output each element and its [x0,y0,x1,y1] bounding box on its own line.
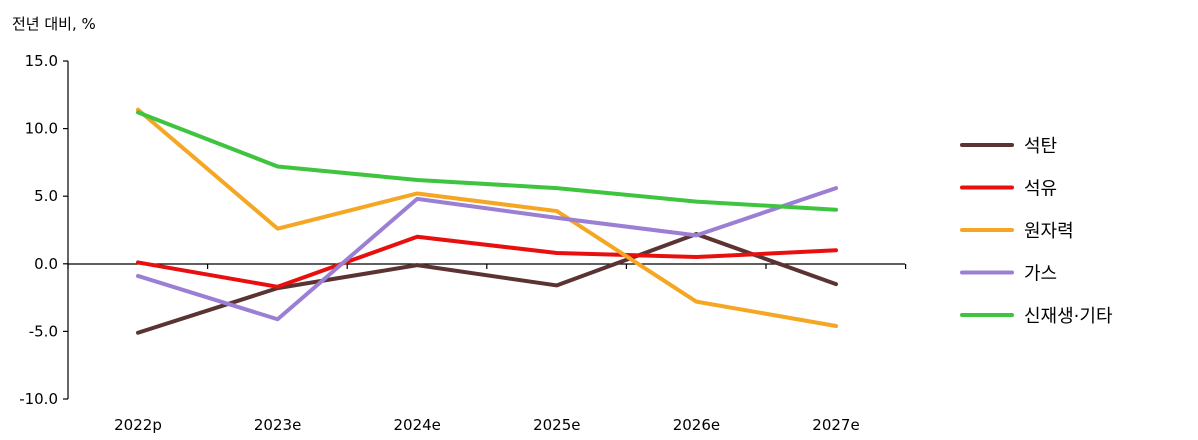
legend-item: 신재생·기타 [960,306,1113,327]
legend-label: 신재생·기타 [1024,306,1113,327]
legend-item: 석탄 [960,136,1057,157]
axes: 15.0 10.0 5.0 0.0 -5.0 -10.0 2022p 2023e 2024e 20… [19,52,907,434]
y-tick-label: 0.0 [34,255,58,273]
y-tick-label: -5.0 [29,322,58,340]
x-tick-label: 2024e [393,416,440,434]
legend-item: 원자력 [960,221,1074,242]
series-lines [136,107,838,335]
series-line-5 [136,110,838,212]
x-tick-label: 2022p [114,416,162,434]
y-axis-title: 전년 대비, % [12,15,96,33]
series-line-1 [136,232,838,335]
legend-label: 원자력 [1024,221,1074,242]
x-tick-label: 2025e [533,416,580,434]
y-tick-label: 10.0 [25,120,58,138]
legend-label: 석탄 [1024,136,1057,157]
series-line-3 [136,107,838,328]
x-tick-label: 2026e [673,416,720,434]
series-line-4 [136,186,838,322]
legend-item: 가스 [960,264,1057,285]
x-tick-label: 2027e [812,416,859,434]
x-tick-label: 2023e [254,416,301,434]
legend-label: 석유 [1024,179,1057,200]
y-tick-label: 5.0 [34,187,58,205]
y-tick-label: 15.0 [25,52,58,70]
legend-item: 석유 [960,179,1057,200]
y-tick-label: -10.0 [19,390,58,408]
series-line-2 [136,234,838,289]
legend-label: 가스 [1024,264,1057,285]
